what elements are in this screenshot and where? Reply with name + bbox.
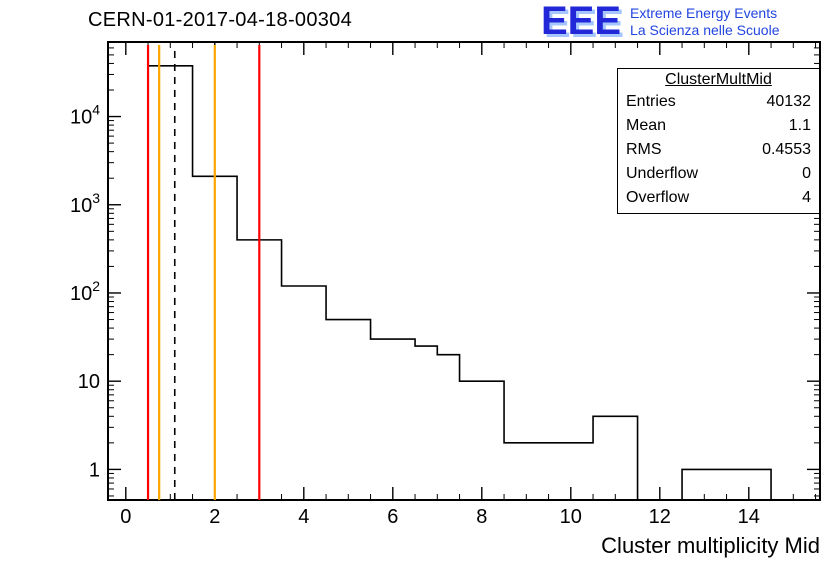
x-tick-label: 12: [649, 506, 671, 528]
stats-box-title: ClusterMultMid: [665, 71, 772, 88]
stat-label: RMS: [626, 141, 662, 158]
x-tick-label: 8: [476, 506, 487, 528]
x-axis-title: Cluster multiplicity Mid: [601, 533, 820, 558]
plot-frame: [107, 41, 821, 501]
histogram-line: [147, 65, 820, 501]
x-tick-label: 6: [387, 506, 398, 528]
eee-logo-text: EEE: [541, 0, 622, 43]
eee-logo-line2: La Scienza nelle Scuole: [630, 22, 780, 38]
stats-box: ClusterMultMid Entries 40132 Mean 1.1 RM…: [617, 68, 820, 214]
eee-logo-lines: Extreme Energy Events La Scienza nelle S…: [630, 1, 779, 39]
x-tick-label: 4: [298, 506, 309, 528]
stat-value: 4: [802, 189, 811, 206]
stat-label: Overflow: [626, 189, 690, 206]
stat-label: Entries: [626, 93, 676, 110]
stat-row-overflow: Overflow 4: [618, 186, 819, 210]
stat-label: Mean: [626, 117, 667, 134]
eee-logo-line1: Extreme Energy Events: [630, 5, 778, 21]
stat-row-underflow: Underflow 0: [618, 162, 819, 186]
x-tick-label: 14: [738, 506, 760, 528]
y-tick-label: 104: [70, 102, 100, 129]
stat-row-rms: RMS 0.4553: [618, 138, 819, 162]
stat-value: 0: [802, 165, 811, 182]
x-tick-label: 0: [120, 506, 131, 528]
stat-row-mean: Mean 1.1: [618, 114, 819, 138]
y-tick-label: 1: [89, 459, 100, 481]
y-tick-label: 103: [70, 190, 100, 217]
x-tick-label: 2: [209, 506, 220, 528]
x-tick-label: 10: [560, 506, 582, 528]
y-tick-label: 10: [78, 371, 100, 393]
stat-value: 40132: [766, 93, 812, 110]
stat-label: Underflow: [626, 165, 699, 182]
y-tick-label: 102: [70, 278, 100, 305]
stat-value: 0.4553: [762, 141, 811, 158]
stat-row-entries: Entries 40132: [618, 90, 819, 114]
stat-value: 1.1: [788, 117, 811, 134]
eee-logo: EEE Extreme Energy Events La Scienza nel…: [541, 1, 779, 41]
plot-title: CERN-01-2017-04-18-00304: [88, 9, 353, 31]
